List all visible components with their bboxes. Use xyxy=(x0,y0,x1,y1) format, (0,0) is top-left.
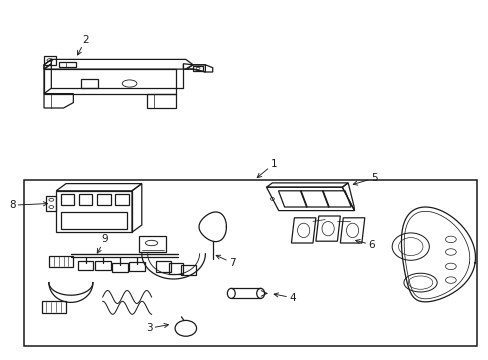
Text: 3: 3 xyxy=(145,323,168,333)
Text: 8: 8 xyxy=(9,200,47,210)
Text: 9: 9 xyxy=(97,234,108,253)
Text: 6: 6 xyxy=(355,239,374,250)
Text: 2: 2 xyxy=(78,35,89,55)
Bar xyxy=(24,180,476,346)
Text: 7: 7 xyxy=(216,255,235,268)
Text: 4: 4 xyxy=(274,293,295,303)
Text: 5: 5 xyxy=(352,173,377,185)
Text: 1: 1 xyxy=(257,159,277,177)
